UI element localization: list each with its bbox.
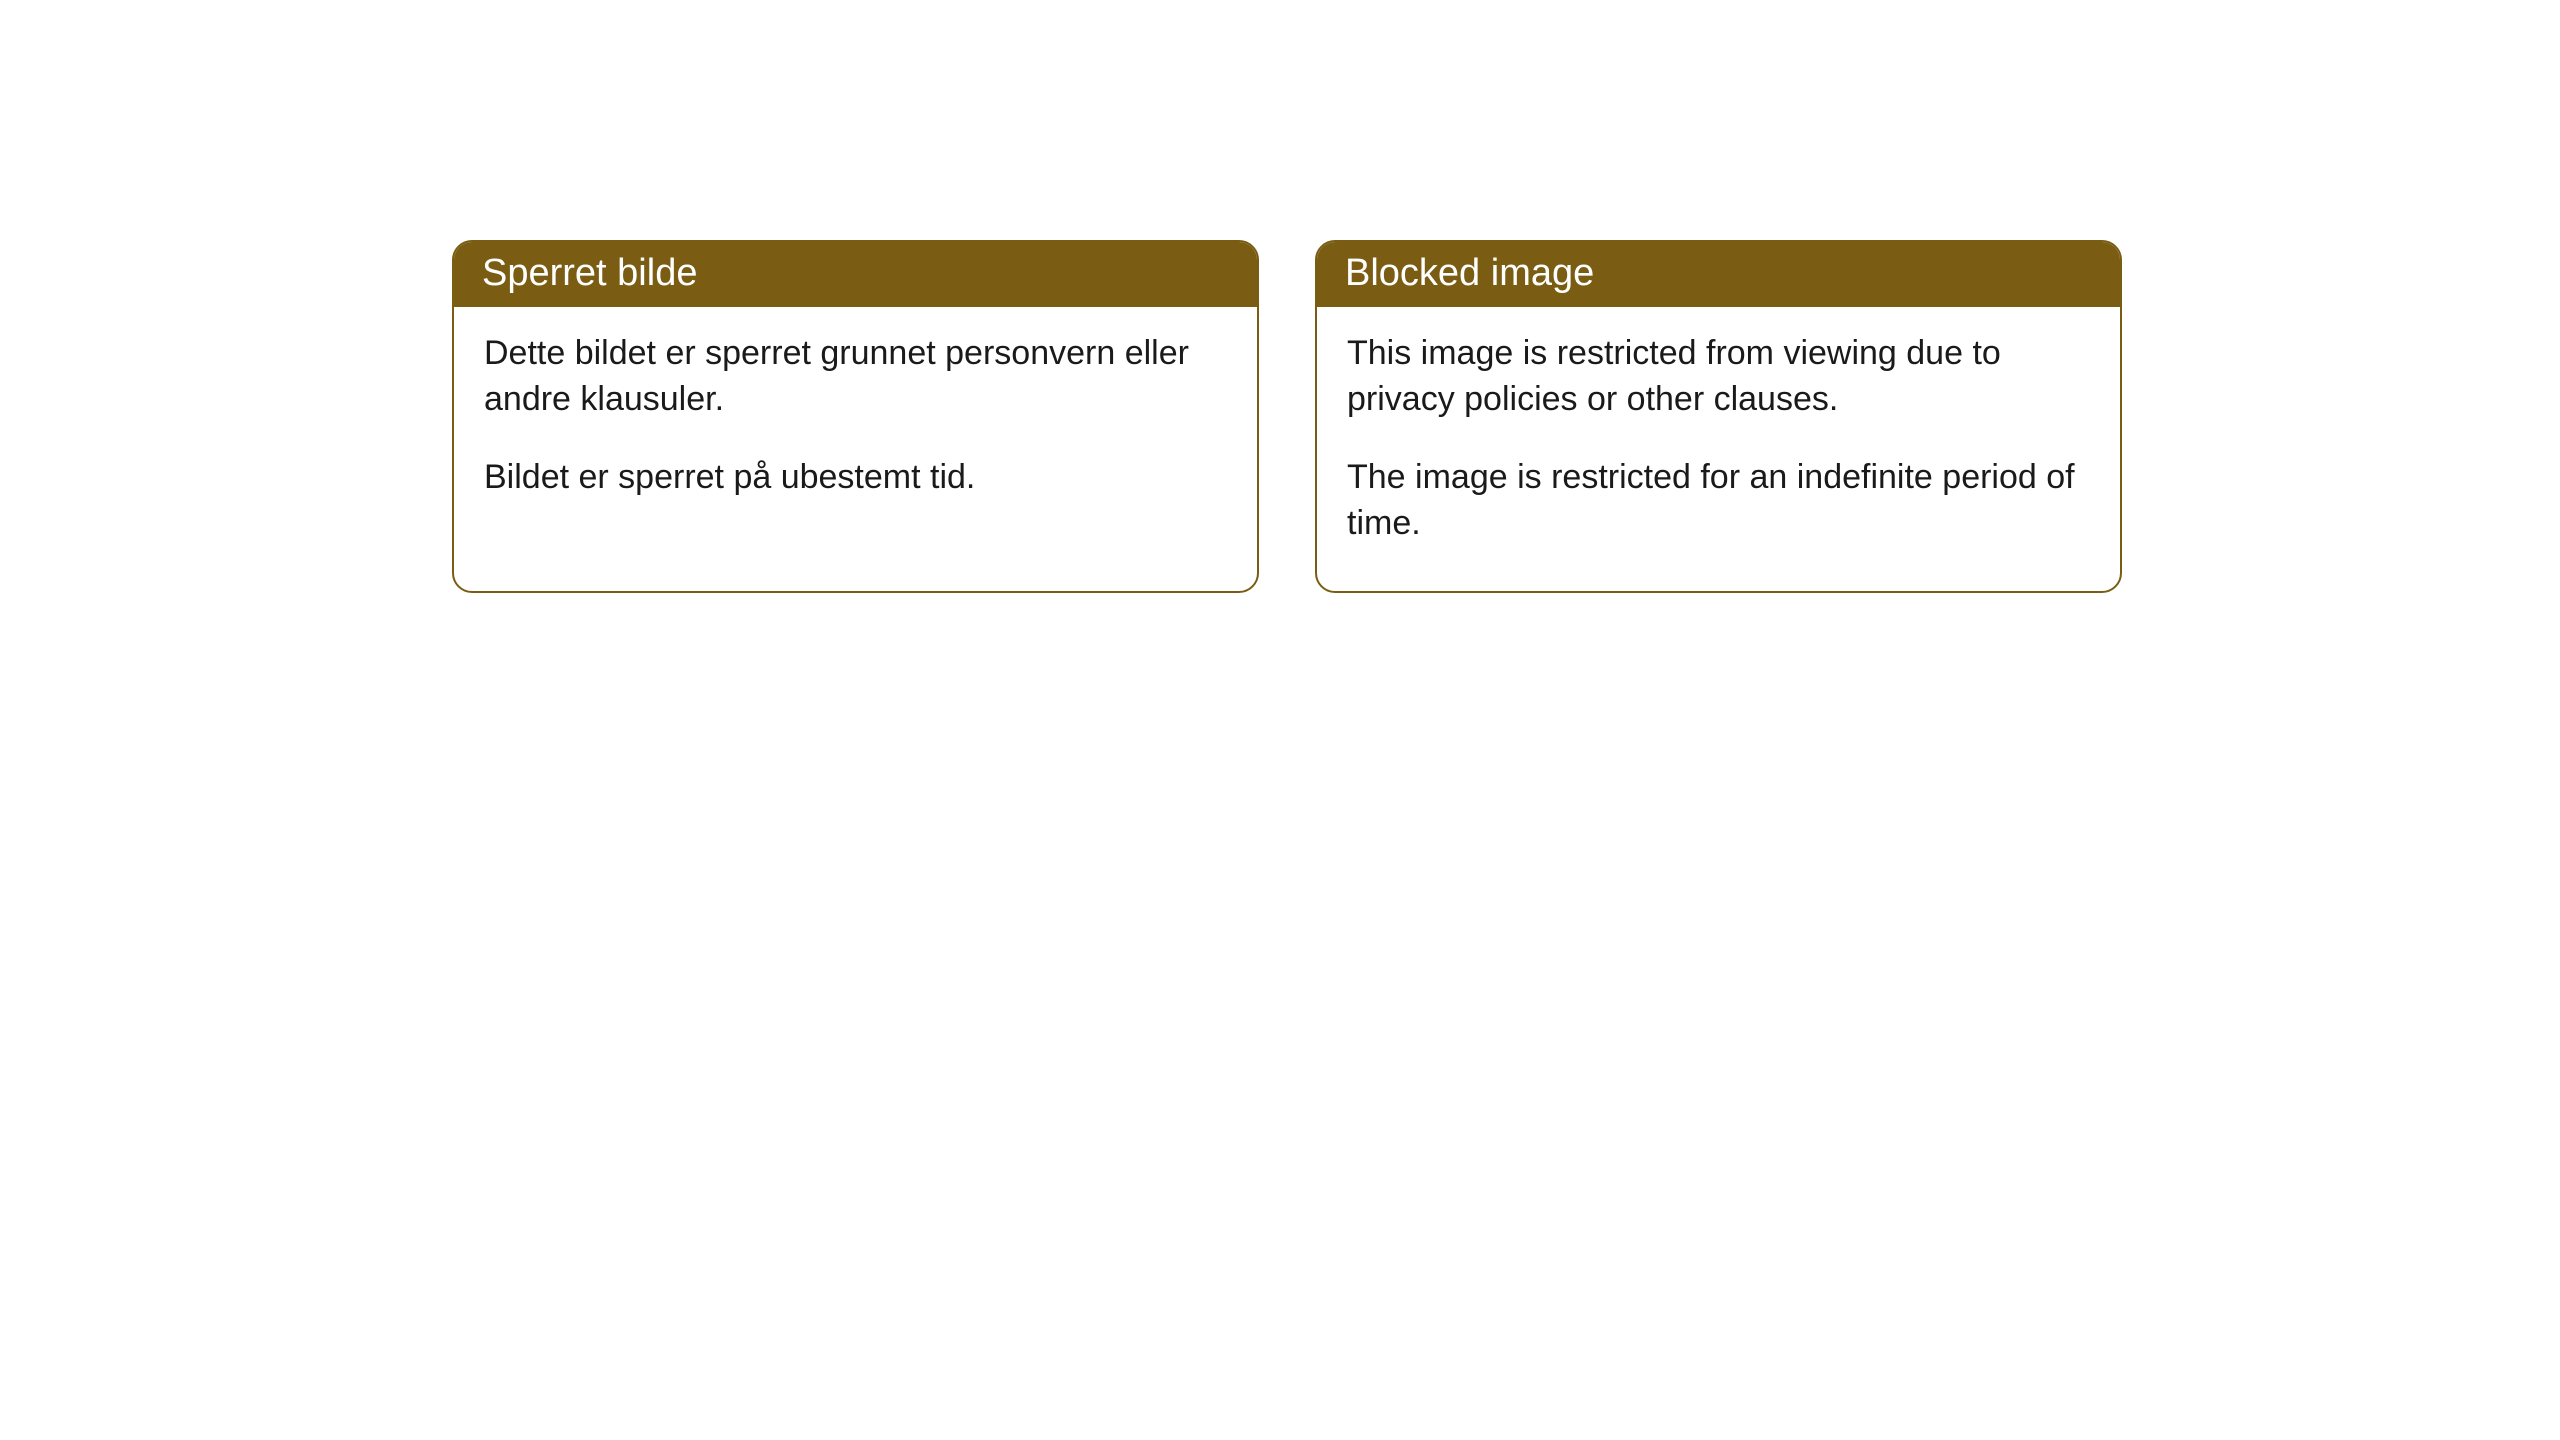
card-paragraph: The image is restricted for an indefinit… — [1347, 455, 2090, 547]
card-body: Dette bildet er sperret grunnet personve… — [454, 307, 1257, 545]
card-header: Blocked image — [1317, 242, 2120, 307]
card-paragraph: This image is restricted from viewing du… — [1347, 331, 2090, 423]
card-paragraph: Dette bildet er sperret grunnet personve… — [484, 331, 1227, 423]
card-body: This image is restricted from viewing du… — [1317, 307, 2120, 591]
notice-card-norwegian: Sperret bilde Dette bildet er sperret gr… — [452, 240, 1259, 593]
card-header: Sperret bilde — [454, 242, 1257, 307]
notice-cards-container: Sperret bilde Dette bildet er sperret gr… — [452, 240, 2122, 593]
card-paragraph: Bildet er sperret på ubestemt tid. — [484, 455, 1227, 501]
notice-card-english: Blocked image This image is restricted f… — [1315, 240, 2122, 593]
card-title: Sperret bilde — [482, 252, 697, 294]
card-title: Blocked image — [1345, 252, 1594, 294]
